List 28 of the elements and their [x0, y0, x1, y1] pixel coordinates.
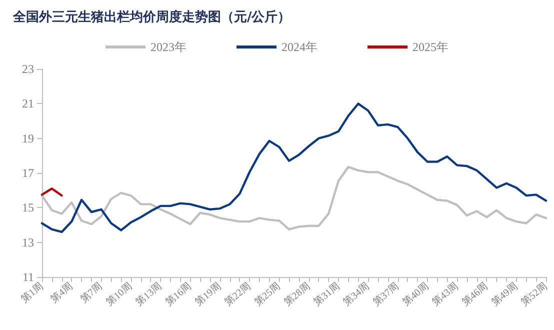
x-tick-label: 第28周 [282, 280, 312, 308]
y-tick-label: 17 [22, 166, 34, 180]
x-tick-label: 第25周 [252, 280, 283, 308]
legend-label: 2024年 [282, 40, 318, 54]
y-tick-label: 13 [22, 235, 34, 250]
x-tick-label: 第37周 [370, 280, 402, 308]
x-tick-label: 第10周 [104, 280, 134, 308]
chart-title: 全国外三元生猪出栏均价周度走势图（元/公斤） [12, 9, 291, 25]
x-tick-label: 第4周 [48, 280, 76, 306]
legend-label: 2023年 [150, 40, 186, 54]
x-tick-label: 第13周 [133, 280, 164, 308]
x-tick-label: 第52周 [518, 280, 550, 308]
x-tick-label: 第31周 [311, 280, 342, 308]
x-tick-label: 第34周 [340, 280, 372, 308]
y-tick-label: 23 [22, 62, 34, 76]
x-tick-label: 第16周 [163, 280, 194, 308]
x-tick-label: 第40周 [400, 280, 431, 308]
y-tick-label: 15 [22, 200, 34, 215]
y-tick-label: 21 [22, 96, 34, 111]
x-tick-label: 第19周 [192, 280, 224, 308]
x-tick-label: 第43周 [430, 280, 461, 308]
legend-label: 2025年 [412, 40, 448, 54]
y-tick-label: 19 [22, 131, 34, 146]
x-tick-label: 第49周 [489, 280, 520, 308]
line-series [40, 102, 548, 234]
x-tick-label: 第7周 [78, 280, 105, 306]
x-tick-label: 第46周 [460, 280, 490, 308]
x-tick-label: 第22周 [222, 280, 254, 308]
